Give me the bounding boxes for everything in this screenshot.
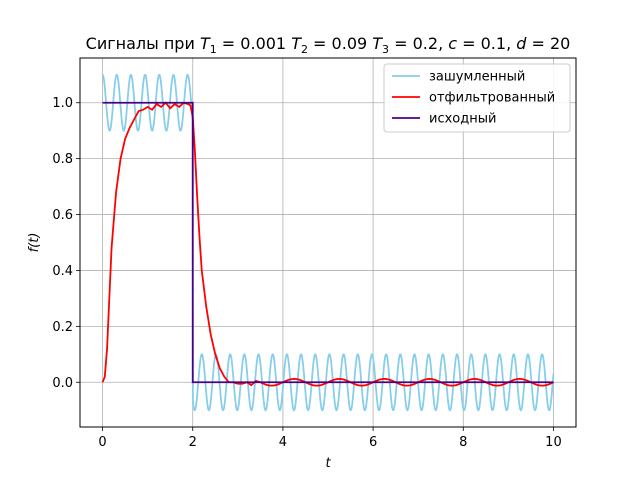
- series-line-original: [102, 101, 554, 384]
- x-axis-label: t: [325, 456, 331, 471]
- x-tick-label: 2: [189, 435, 197, 450]
- series-line-noisy: [101, 73, 555, 412]
- legend: зашумленный отфильтрованный исходный: [383, 63, 571, 133]
- x-tick-label: 10: [545, 435, 562, 450]
- y-tick-label: 0.0: [52, 376, 73, 391]
- legend-label: исходный: [429, 112, 496, 127]
- legend-label: зашумленный: [429, 70, 525, 85]
- y-tick-label: 0.4: [52, 264, 73, 279]
- x-tick-label: 4: [279, 435, 287, 450]
- x-tick-label: 6: [369, 435, 377, 450]
- x-tick-label: 8: [459, 435, 467, 450]
- y-tick-label: 1.0: [52, 96, 73, 111]
- y-tick-label: 0.8: [52, 152, 73, 167]
- x-tick-label: 0: [98, 435, 106, 450]
- legend-label: отфильтрованный: [429, 91, 555, 106]
- ticks: 0 2 4 6 8 10 0.0 0.2 0.4 0.6 0.8 1.0: [52, 96, 561, 450]
- y-tick-label: 0.6: [52, 208, 73, 223]
- series-line-filtered: [101, 101, 554, 387]
- plot-frame: [79, 57, 577, 428]
- y-tick-label: 0.2: [52, 320, 73, 335]
- y-axis-label: f(t): [27, 233, 42, 253]
- legend-box: [383, 63, 571, 133]
- chart-title: Сигналы при T1 = 0.001 T2 = 0.09 T3 = 0.…: [86, 34, 571, 56]
- series-group: [101, 73, 555, 412]
